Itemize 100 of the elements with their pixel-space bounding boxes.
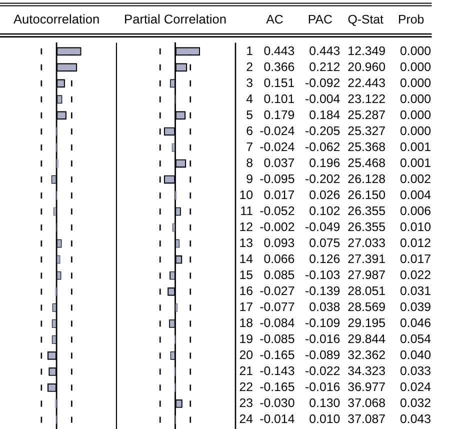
data-label: -0.092 — [305, 76, 340, 90]
y-tick-label: 15 — [239, 268, 254, 282]
data-label: 0.093 — [264, 236, 295, 250]
data-label: 0.000 — [400, 60, 432, 74]
data-label: 0.037 — [264, 156, 295, 170]
data-label: -0.089 — [305, 348, 340, 362]
data-label: 37.068 — [348, 396, 386, 410]
data-label: 25.468 — [348, 156, 386, 170]
y-tick-label: 20 — [239, 348, 254, 362]
data-label: -0.024 — [260, 124, 295, 138]
data-label: -0.052 — [260, 204, 295, 218]
data-label: -0.143 — [260, 364, 295, 378]
data-label: 0.004 — [400, 188, 432, 202]
y-tick-label: 8 — [246, 156, 254, 170]
y-tick-label: 23 — [239, 396, 254, 410]
data-label: 0.000 — [400, 92, 432, 106]
data-label: 25.327 — [348, 124, 386, 138]
data-label: -0.202 — [305, 172, 340, 186]
data-label: 0.066 — [264, 252, 295, 266]
data-label: 20.960 — [348, 60, 386, 74]
data-label: -0.205 — [305, 124, 340, 138]
data-label: 28.051 — [348, 284, 386, 298]
data-label: 0.022 — [400, 268, 432, 282]
x-tick-label: AC — [266, 12, 284, 26]
data-label: 0.026 — [309, 188, 340, 202]
data-label: 22.443 — [348, 76, 386, 90]
data-label: 0.102 — [309, 204, 340, 218]
data-label: 23.122 — [348, 92, 386, 106]
data-label: 0.130 — [309, 396, 340, 410]
y-tick-label: 24 — [239, 412, 254, 426]
data-label: -0.139 — [305, 284, 340, 298]
x-tick-label: Prob — [398, 12, 424, 26]
data-label: 26.355 — [348, 204, 386, 218]
y-tick-label: 13 — [239, 236, 254, 250]
data-label: 26.128 — [348, 172, 386, 186]
data-label: 0.010 — [309, 412, 340, 426]
data-label: 0.366 — [264, 60, 295, 74]
data-label: 0.101 — [264, 92, 295, 106]
data-label: 0.033 — [400, 364, 432, 378]
data-label: 0.075 — [309, 236, 340, 250]
data-label: 0.046 — [400, 316, 432, 330]
y-tick-label: 3 — [246, 76, 254, 90]
data-label: -0.103 — [305, 268, 340, 282]
chart-title: Autocorrelation — [14, 11, 100, 26]
data-label: 0.212 — [309, 60, 340, 74]
data-label: 27.987 — [348, 268, 386, 282]
data-label: 0.443 — [309, 44, 340, 58]
x-tick-label: Q-Stat — [348, 12, 384, 26]
data-label: 0.196 — [309, 156, 340, 170]
y-tick-label: 14 — [239, 252, 254, 266]
y-tick-label: 4 — [246, 92, 254, 106]
data-label: 25.287 — [348, 108, 386, 122]
data-label: 0.001 — [400, 140, 432, 154]
y-tick-label: 12 — [239, 220, 254, 234]
data-label: 32.362 — [348, 348, 386, 362]
x-tick-label: PAC — [308, 12, 332, 26]
data-label: 34.323 — [348, 364, 386, 378]
data-label: 0.010 — [400, 220, 432, 234]
data-label: -0.085 — [260, 332, 295, 346]
y-tick-label: 2 — [246, 60, 254, 74]
data-label: -0.002 — [260, 220, 295, 234]
y-tick-label: 7 — [246, 140, 254, 154]
y-tick-label: 16 — [239, 284, 254, 298]
data-label: 27.033 — [348, 236, 386, 250]
y-tick-label: 6 — [246, 124, 254, 138]
data-label: 25.368 — [348, 140, 386, 154]
data-label: 0.000 — [400, 76, 432, 90]
data-label: 36.977 — [348, 380, 386, 394]
data-label: -0.016 — [305, 332, 340, 346]
data-label: -0.095 — [260, 172, 295, 186]
y-tick-label: 22 — [239, 380, 254, 394]
data-label: 0.024 — [400, 380, 432, 394]
data-label: 26.355 — [348, 220, 386, 234]
data-label: -0.030 — [260, 396, 295, 410]
data-label: 0.000 — [400, 124, 432, 138]
data-label: 0.151 — [264, 76, 295, 90]
data-label: 0.000 — [400, 44, 432, 58]
data-label: -0.014 — [260, 412, 295, 426]
data-label: 0.032 — [400, 396, 432, 410]
data-label: 0.085 — [264, 268, 295, 282]
data-label: -0.165 — [260, 380, 295, 394]
y-tick-label: 19 — [239, 332, 254, 346]
y-tick-label: 9 — [246, 172, 254, 186]
data-label: 28.569 — [348, 300, 386, 314]
data-label: 0.443 — [264, 44, 295, 58]
data-label: -0.165 — [260, 348, 295, 362]
data-label: -0.049 — [305, 220, 340, 234]
y-tick-label: 10 — [239, 188, 254, 202]
data-label: 29.844 — [348, 332, 386, 346]
data-label: -0.022 — [305, 364, 340, 378]
data-label: 0.179 — [264, 108, 295, 122]
data-label: 0.017 — [264, 188, 295, 202]
data-label: 0.043 — [400, 412, 432, 426]
data-label: 27.391 — [348, 252, 386, 266]
data-label: 0.054 — [400, 332, 432, 346]
data-label: -0.077 — [260, 300, 295, 314]
data-label: -0.024 — [260, 140, 295, 154]
y-tick-label: 5 — [246, 108, 254, 122]
data-label: 0.040 — [400, 348, 432, 362]
data-label: 0.002 — [400, 172, 432, 186]
